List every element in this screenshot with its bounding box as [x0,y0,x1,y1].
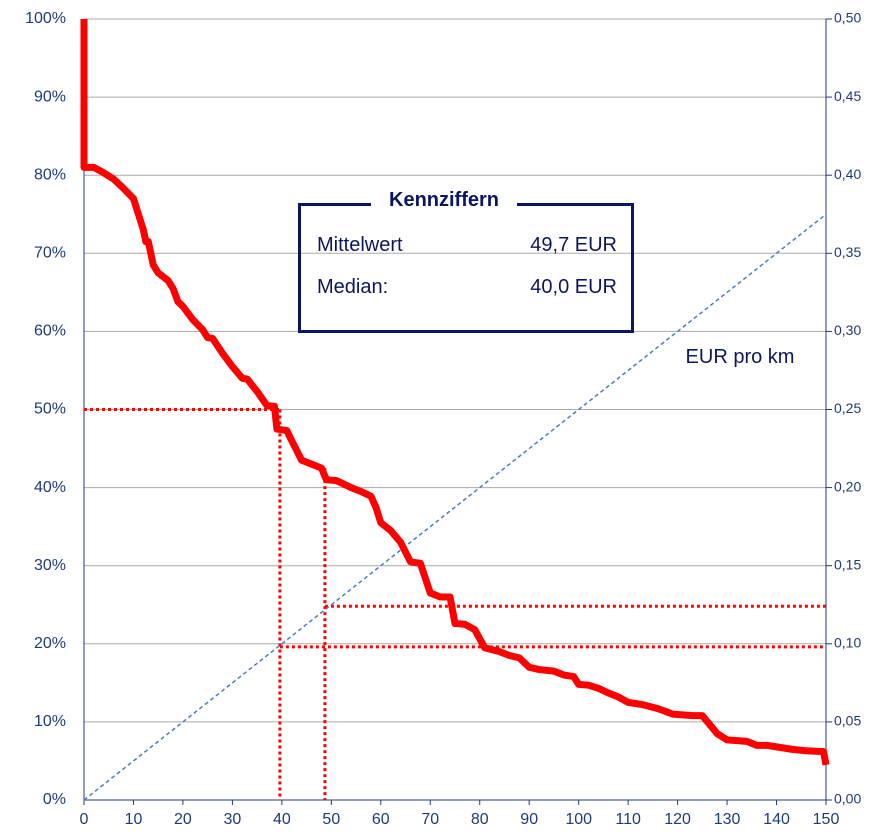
series-line [80,19,830,766]
y-tick-label: 60% [34,323,66,340]
box-row: Mittelwert 49,7 EUR [317,234,617,257]
y2-tick-label: 0,25 [834,400,861,416]
y-tick-label: 70% [34,245,66,262]
y2-tick-label: 0,15 [834,556,861,572]
x-tick-label: 120 [664,811,691,828]
x-tick-label: 140 [763,811,790,828]
x-tick-label: 20 [174,811,192,828]
x-tick-label: 110 [615,811,641,828]
annotation-box: Kennziffern Mittelwert 49,7 EUR Median: 40… [298,189,634,333]
y2-tick-label: 0,45 [834,88,861,104]
y2-tick-label: 0,40 [834,166,861,182]
series-label: EUR pro km [685,346,795,368]
x-tick-label: 30 [224,811,242,828]
y-tick-label: 50% [34,401,66,418]
x-tick-label: 100 [565,811,592,828]
row-value: 49,7 EUR [530,234,617,256]
x-tick-label: 130 [714,811,741,828]
x-tick-label: 40 [273,811,291,828]
x-tick-label: 90 [520,811,538,828]
series-line [83,213,827,801]
row-label: Median: [317,276,389,298]
row-value: 40,0 EUR [530,276,617,298]
y2-tick-label: 0,05 [834,713,861,729]
y-tick-label: 10% [34,713,66,730]
box-row: Median: 40,0 EUR [317,276,617,299]
y-tick-label: 90% [34,88,66,105]
y2-tick-label: 0,30 [834,322,861,338]
y2-tick-label: 0,10 [834,635,861,651]
row-label: Mittelwert [317,234,403,256]
x-tick-label: 10 [125,811,143,828]
y2-tick-label: 0,20 [834,478,861,494]
y-tick-label: 80% [34,166,66,183]
y-tick-label: 30% [34,557,66,574]
y-tick-label: 20% [34,635,66,652]
x-tick-label: 50 [322,811,340,828]
x-tick-label: 80 [471,811,489,828]
y-tick-label: 100% [25,10,66,27]
y-tick-label: 40% [34,479,66,496]
y-tick-label: 0% [43,791,66,808]
x-tick-label: 0 [80,811,89,828]
y2-tick-label: 0,35 [834,244,861,260]
x-tick-label: 60 [372,811,390,828]
y2-tick-label: 0,00 [834,791,861,807]
y2-tick-label: 0,50 [834,10,861,26]
x-tick-label: 70 [421,811,439,828]
x-tick-label: 150 [813,811,840,828]
box-title: Kennziffern [371,189,517,212]
